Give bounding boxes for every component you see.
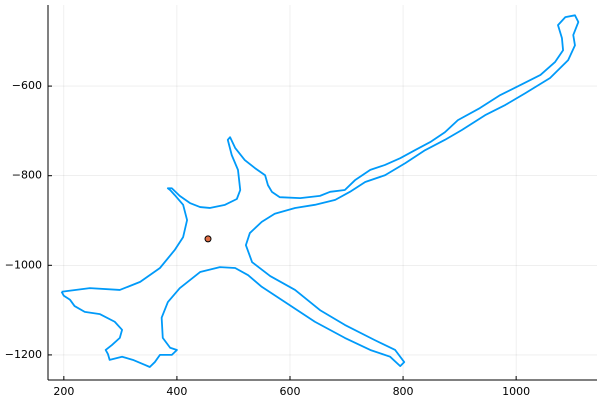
- x-tick-label: 1000: [502, 385, 530, 398]
- y-tick-label: −600: [12, 79, 42, 92]
- y-tick-label: −800: [12, 169, 42, 182]
- point: [204, 235, 212, 243]
- x-tick-label: 800: [393, 385, 414, 398]
- x-tick-label: 400: [166, 385, 187, 398]
- y-tick-label: −1200: [5, 348, 42, 361]
- x-tick-label: 200: [53, 385, 74, 398]
- y-tick-label: −1000: [5, 258, 42, 271]
- x-tick-label: 600: [279, 385, 300, 398]
- outline-line: [60, 14, 580, 368]
